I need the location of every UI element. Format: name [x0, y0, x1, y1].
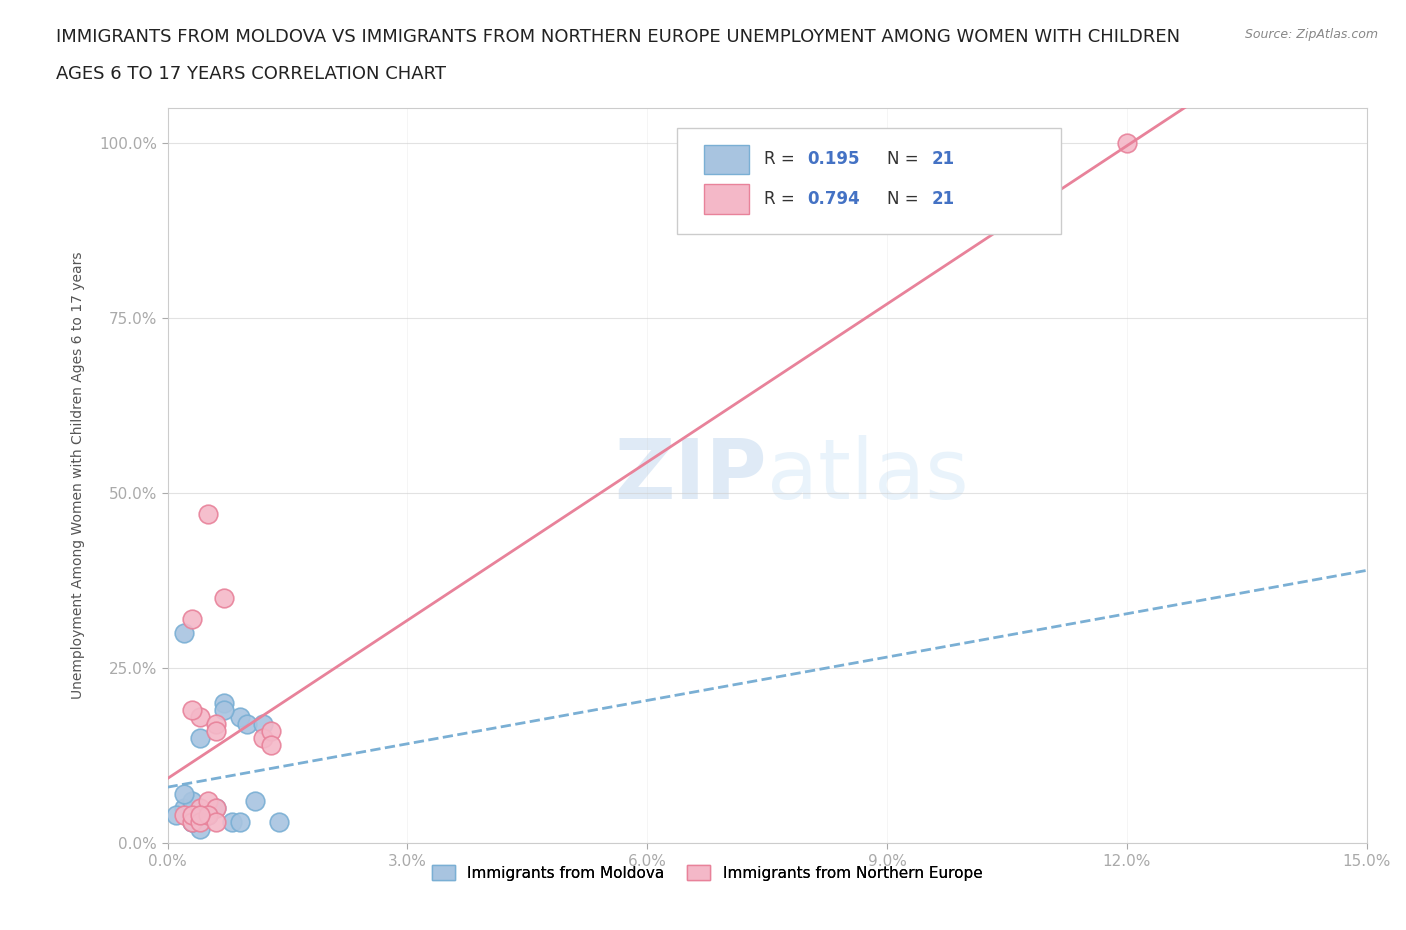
Point [269, 815, 291, 830]
Text: ZIP: ZIP [614, 435, 768, 516]
Point [188, 815, 211, 830]
Text: Source: ZipAtlas.com: Source: ZipAtlas.com [1244, 28, 1378, 41]
Point [197, 807, 219, 822]
Point [180, 807, 202, 822]
Y-axis label: Unemployment Among Women with Children Ages 6 to 17 years: Unemployment Among Women with Children A… [72, 252, 86, 699]
Point [197, 793, 219, 808]
Point [197, 807, 219, 822]
Text: IMMIGRANTS FROM MOLDOVA VS IMMIGRANTS FROM NORTHERN EUROPE UNEMPLOYMENT AMONG WO: IMMIGRANTS FROM MOLDOVA VS IMMIGRANTS FR… [56, 28, 1181, 46]
Point [212, 696, 235, 711]
Point [221, 815, 243, 830]
Point [197, 807, 219, 822]
Point [180, 612, 202, 627]
Text: 0.794: 0.794 [807, 190, 859, 208]
Point [188, 801, 211, 816]
Point [188, 731, 211, 746]
Point [173, 787, 195, 802]
Text: R =: R = [763, 151, 800, 168]
Point [260, 737, 283, 752]
Point [204, 801, 226, 816]
Point [180, 815, 202, 830]
Point [204, 815, 226, 830]
Point [173, 807, 195, 822]
Point [1116, 136, 1139, 151]
FancyBboxPatch shape [703, 145, 749, 174]
Point [252, 731, 274, 746]
Point [228, 815, 250, 830]
Point [204, 717, 226, 732]
Legend: Immigrants from Moldova, Immigrants from Northern Europe: Immigrants from Moldova, Immigrants from… [426, 858, 988, 887]
Point [188, 710, 211, 724]
Text: 21: 21 [932, 151, 955, 168]
Text: 0.195: 0.195 [807, 151, 859, 168]
Point [165, 807, 187, 822]
Text: 21: 21 [932, 190, 955, 208]
Text: N =: N = [887, 190, 924, 208]
FancyBboxPatch shape [703, 184, 749, 214]
Point [188, 821, 211, 836]
Text: atlas: atlas [768, 435, 969, 516]
Point [228, 710, 250, 724]
Point [212, 703, 235, 718]
Point [188, 807, 211, 822]
Point [252, 717, 274, 732]
Text: R =: R = [763, 190, 800, 208]
Point [204, 801, 226, 816]
Point [173, 626, 195, 641]
Point [260, 724, 283, 738]
Point [180, 815, 202, 830]
Point [180, 815, 202, 830]
Point [180, 793, 202, 808]
Point [245, 793, 267, 808]
FancyBboxPatch shape [678, 127, 1062, 234]
Text: AGES 6 TO 17 YEARS CORRELATION CHART: AGES 6 TO 17 YEARS CORRELATION CHART [56, 65, 446, 83]
Point [236, 717, 259, 732]
Point [197, 507, 219, 522]
Point [204, 724, 226, 738]
Point [180, 703, 202, 718]
Point [173, 801, 195, 816]
Text: N =: N = [887, 151, 924, 168]
Point [212, 591, 235, 605]
